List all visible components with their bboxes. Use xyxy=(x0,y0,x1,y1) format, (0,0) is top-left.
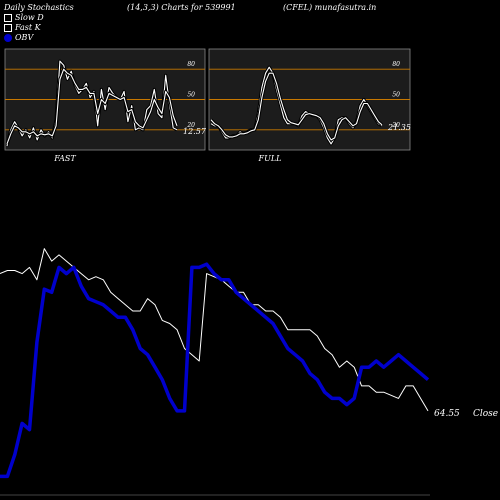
full-last-value-label: 21.35 xyxy=(387,123,411,132)
obv-line xyxy=(0,262,430,479)
legend-label-slow-d: Slow D xyxy=(15,13,44,22)
full-level-label-50: 50 xyxy=(392,92,400,99)
fast-last-value-label: 12.57 xyxy=(183,127,207,136)
full-panel-title: FULL xyxy=(258,154,282,163)
legend-label-fast-k: Fast K xyxy=(15,23,41,32)
close-last-value-suffix: Close xyxy=(473,409,498,419)
chart-symbol: (CFEL) munafasutra.in xyxy=(283,3,377,12)
legend-obv: OBV xyxy=(4,33,33,42)
fast-series-1-line xyxy=(6,68,178,145)
full-level-label-80: 80 xyxy=(392,61,400,68)
legend-swatch-fast-k xyxy=(4,23,12,32)
legend-slow-d: Slow D xyxy=(4,13,44,22)
chart-title: Daily Stochastics xyxy=(4,3,74,12)
legend-fast-k: Fast K xyxy=(4,23,41,32)
legend-swatch-slow-d xyxy=(4,13,12,22)
fast-panel-title: FAST xyxy=(53,154,76,163)
chart-params: (14,3,3) Charts for 539991 xyxy=(127,3,236,12)
fast-level-label-80: 80 xyxy=(187,61,195,68)
fast-level-label-50: 50 xyxy=(187,92,195,99)
full-series-1-line xyxy=(210,72,383,141)
close-last-value-label: 64.55 xyxy=(434,409,460,419)
close-price-line xyxy=(0,248,429,412)
full-level-label-20: 20 xyxy=(391,122,400,129)
legend-label-obv: OBV xyxy=(15,33,34,42)
legend-swatch-obv xyxy=(4,33,12,42)
fast-level-label-20: 20 xyxy=(186,122,195,129)
